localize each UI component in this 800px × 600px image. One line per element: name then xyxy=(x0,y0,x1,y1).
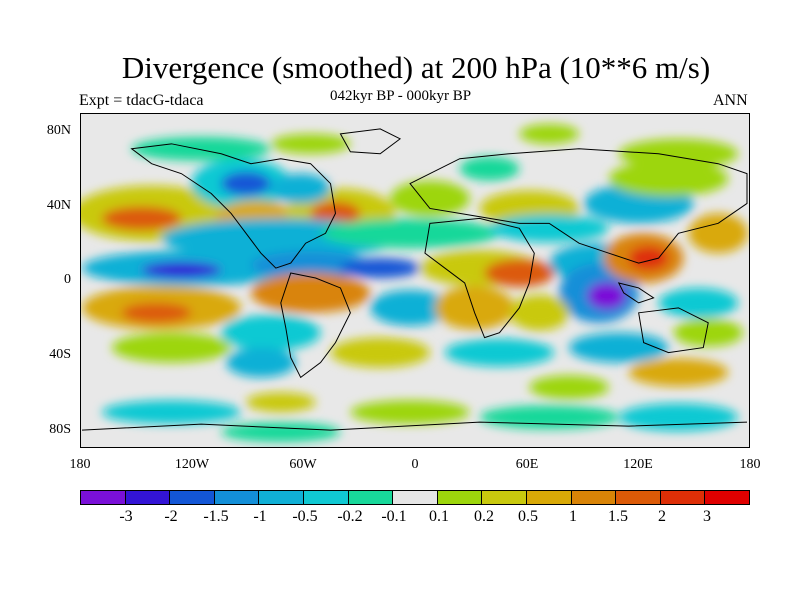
colorbar-label: -0.1 xyxy=(381,508,407,525)
period-label: 042kyr BP - 000kyr BP xyxy=(330,88,472,104)
colorbar-box xyxy=(259,491,304,504)
x-tick-label: 120E xyxy=(623,457,653,472)
divergence-field xyxy=(81,114,748,447)
x-tick-label: 60E xyxy=(515,457,539,472)
x-tick-label: 180 xyxy=(69,457,91,472)
y-tick-label: 80S xyxy=(49,422,71,437)
x-tick-label: 180 xyxy=(739,457,761,472)
colorbar-box xyxy=(170,491,215,504)
colorbar-box xyxy=(616,491,661,504)
colorbar-box xyxy=(125,491,171,504)
colorbar-box xyxy=(526,491,572,504)
map-title: Divergence (smoothed) at 200 hPa (10**6 … xyxy=(121,50,711,85)
x-tick-label: 0 xyxy=(411,457,419,472)
colorbar-box xyxy=(348,491,394,504)
colorbar-label: 1 xyxy=(569,508,577,525)
colorbar-box xyxy=(393,491,438,504)
y-tick-label: 80N xyxy=(46,123,71,138)
colorbar-label: -1.5 xyxy=(203,508,229,525)
colorbar-label: 0.2 xyxy=(474,508,494,525)
colorbar-box xyxy=(571,491,617,504)
x-tick-label: 60W xyxy=(289,457,317,472)
colorbar-box xyxy=(482,491,527,504)
colorbar-label: 2 xyxy=(658,508,666,525)
colorbar-label: 0.1 xyxy=(429,508,449,525)
colorbar-box xyxy=(303,491,349,504)
colorbar-label: -3 xyxy=(119,508,133,525)
colorbar-label: -2 xyxy=(164,508,178,525)
divergence-map xyxy=(80,113,750,448)
colorbar-box xyxy=(437,491,483,504)
colorbar-label: 1.5 xyxy=(608,508,628,525)
colorbar-label: 3 xyxy=(703,508,711,525)
colorbar xyxy=(80,490,750,505)
y-tick-label: 40N xyxy=(46,198,71,213)
colorbar-label: -0.5 xyxy=(292,508,318,525)
colorbar-label: -0.2 xyxy=(337,508,363,525)
colorbar-box xyxy=(214,491,260,504)
y-tick-label: 0 xyxy=(64,272,71,287)
season-label: ANN xyxy=(713,92,748,109)
colorbar-box xyxy=(81,491,126,504)
colorbar-box xyxy=(705,491,749,504)
colorbar-label: -1 xyxy=(253,508,267,525)
colorbar-label: 0.5 xyxy=(518,508,538,525)
x-tick-label: 120W xyxy=(174,457,210,472)
colorbar-box xyxy=(660,491,706,504)
experiment-label: Expt = tdacG-tdaca xyxy=(79,92,204,109)
y-tick-label: 40S xyxy=(49,347,71,362)
